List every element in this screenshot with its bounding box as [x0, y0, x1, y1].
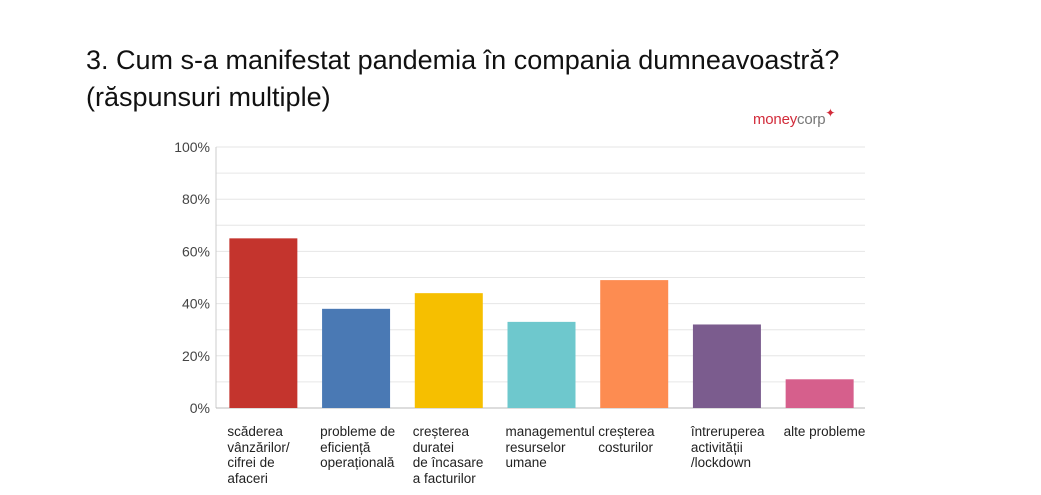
bar	[229, 238, 298, 408]
x-tick-label: întreruperea activității /lockdown	[690, 424, 765, 470]
logo-money-text: money	[753, 111, 798, 128]
y-tick-label: 80%	[182, 191, 210, 207]
x-tick-label: probleme de eficiență operațională	[320, 424, 396, 470]
chart-title: 3. Cum s-a manifestat pandemia în compan…	[86, 42, 839, 116]
y-tick-label: 100%	[174, 139, 210, 155]
x-tick-label: scăderea vânzărilor/ cifrei de afaceri	[227, 424, 290, 486]
y-tick-label: 40%	[182, 296, 210, 312]
logo-star-icon: ✦	[825, 106, 836, 120]
x-tick-label: creșterea costurilor	[598, 424, 655, 455]
bar	[785, 379, 854, 408]
y-tick-label: 60%	[182, 243, 210, 259]
y-tick-label: 20%	[182, 348, 210, 364]
bar	[322, 308, 391, 408]
title-line-2: (răspunsuri multiple)	[86, 82, 331, 112]
moneycorp-logo: moneycorp✦	[753, 106, 835, 128]
x-tick-label: alte probleme	[783, 424, 866, 439]
bar	[692, 324, 761, 408]
logo-corp-text: corp	[797, 111, 826, 128]
bar	[600, 280, 669, 408]
y-tick-label: 0%	[190, 400, 210, 416]
bar	[414, 293, 483, 408]
x-tick-label: creșterea duratei de încasare a facturil…	[412, 424, 484, 486]
bar	[507, 321, 576, 408]
x-tick-label: managementul resurselor umane	[505, 424, 595, 470]
title-line-1: 3. Cum s-a manifestat pandemia în compan…	[86, 45, 840, 75]
